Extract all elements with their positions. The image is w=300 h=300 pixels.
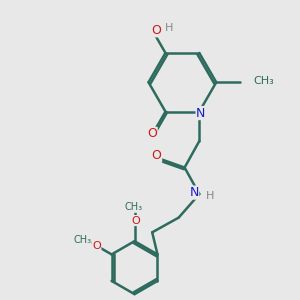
Text: O: O — [92, 241, 101, 251]
Text: O: O — [152, 149, 162, 162]
Text: CH₃: CH₃ — [124, 202, 142, 212]
Text: O: O — [151, 24, 161, 37]
Text: CH₃: CH₃ — [253, 76, 274, 86]
Text: N: N — [196, 106, 206, 120]
Text: CH₃: CH₃ — [73, 235, 91, 245]
Text: O: O — [147, 128, 157, 140]
Text: H: H — [165, 23, 173, 33]
Text: N: N — [189, 186, 199, 199]
Text: H: H — [206, 190, 215, 200]
Text: O: O — [132, 215, 140, 226]
